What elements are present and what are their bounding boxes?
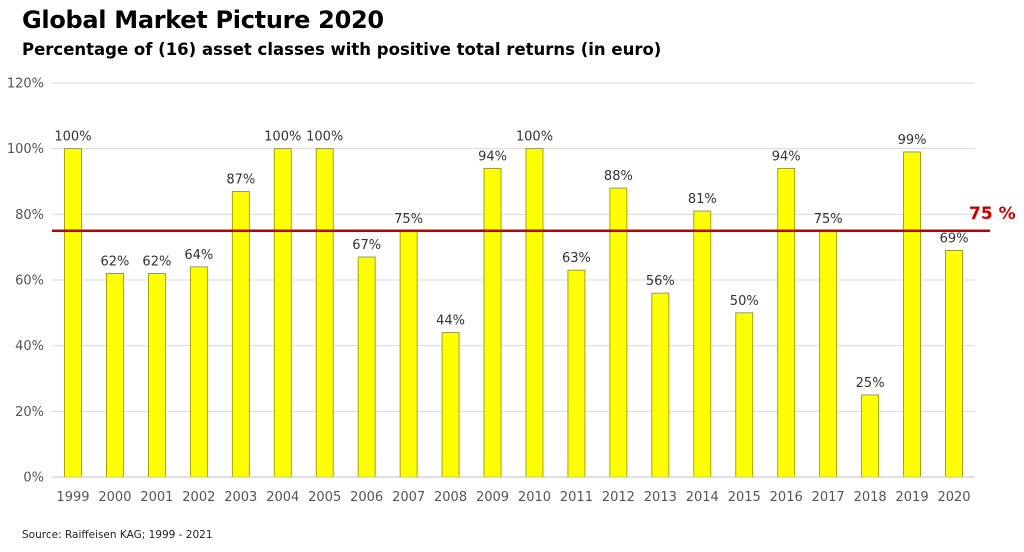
x-tick-label: 2015 [728,490,761,505]
bar-2011 [567,269,586,478]
x-tick-label: 2003 [224,490,257,505]
x-tick-label: 2010 [518,490,551,505]
x-tick-label: 2004 [266,490,299,505]
data-label: 63% [562,251,591,266]
x-tick-label: 2007 [392,490,425,505]
bar-2019 [903,151,921,478]
data-label: 100% [264,130,301,145]
reference-line-label: 75 % [969,204,1016,224]
x-tick-label: 2011 [560,490,593,505]
data-label: 67% [352,238,381,253]
data-label: 94% [478,149,507,164]
data-label: 87% [226,172,255,187]
bars [64,148,963,478]
x-tick-label: 2002 [182,490,215,505]
x-tick-label: 1999 [56,490,89,505]
data-label: 100% [54,130,91,145]
chart-title: Global Market Picture 2020 [22,6,384,34]
data-label: 56% [646,274,675,289]
bar-2016 [777,167,796,478]
y-tick-label: 80% [15,208,44,223]
bar-2000 [106,273,124,478]
x-tick-label: 2005 [308,490,341,505]
x-tick-label: 2001 [140,490,173,505]
data-label: 81% [688,192,717,207]
y-tick-label: 40% [15,339,44,354]
chart-subtitle: Percentage of (16) asset classes with po… [22,40,662,59]
reference-line-group: 75 % [52,204,1016,232]
data-label: 62% [100,254,129,269]
data-label: 50% [730,294,759,309]
x-tick-label: 2000 [98,490,131,505]
bar-2018 [861,394,880,478]
bar-2006 [357,256,376,478]
bar-2010 [525,148,544,478]
data-label: 75% [814,212,843,227]
bar-2004 [273,148,292,478]
data-label: 88% [604,169,633,184]
data-label: 75% [394,212,423,227]
x-tick-label: 2020 [937,490,970,505]
data-label: 62% [142,254,171,269]
bar-2005 [315,148,334,478]
bar-2003 [231,190,250,478]
y-tick-label: 20% [15,405,44,420]
data-label: 64% [184,248,213,263]
x-tick-label: 2012 [602,490,635,505]
x-tick-label: 2009 [476,490,509,505]
bar-2015 [735,312,754,478]
y-tick-label: 0% [23,471,44,486]
axes: 0% 20% 40% 60% 80% 100% 120% 1999 2000 2001 2002 20… [7,77,975,505]
data-label: 44% [436,314,465,329]
x-tick-label: 2014 [686,490,719,505]
x-tick-label: 2018 [854,490,887,505]
data-label: 99% [898,133,927,148]
bar-2008 [441,332,460,478]
bar-2009 [483,167,502,478]
data-label: 100% [516,130,553,145]
data-label: 94% [772,149,801,164]
bar-2002 [189,266,208,478]
data-labels: 100% 62% 62% 64% 87% 100% 100% 67% 75% 44% 94% 100%… [54,130,968,391]
data-label: 25% [856,376,885,391]
bar-2014 [693,210,712,478]
data-label: 69% [940,231,969,246]
x-tick-label: 2019 [896,490,929,505]
x-tick-label: 2013 [644,490,677,505]
x-tick-label: 2016 [770,490,803,505]
bar-2001 [147,273,166,478]
source-note: Source: Raiffeisen KAG; 1999 - 2021 [22,529,213,541]
x-tick-label: 2017 [812,490,845,505]
bar-2007 [399,230,418,478]
y-tick-label: 60% [15,274,44,289]
bar-2013 [651,292,670,478]
bar-2020 [945,250,963,478]
bar-2017 [819,230,838,478]
data-label: 100% [306,130,343,145]
y-tick-label: 120% [7,77,44,92]
bar-1999 [64,148,82,478]
x-tick-label: 2006 [350,490,383,505]
x-tick-label: 2008 [434,490,467,505]
y-tick-label: 100% [7,142,44,157]
